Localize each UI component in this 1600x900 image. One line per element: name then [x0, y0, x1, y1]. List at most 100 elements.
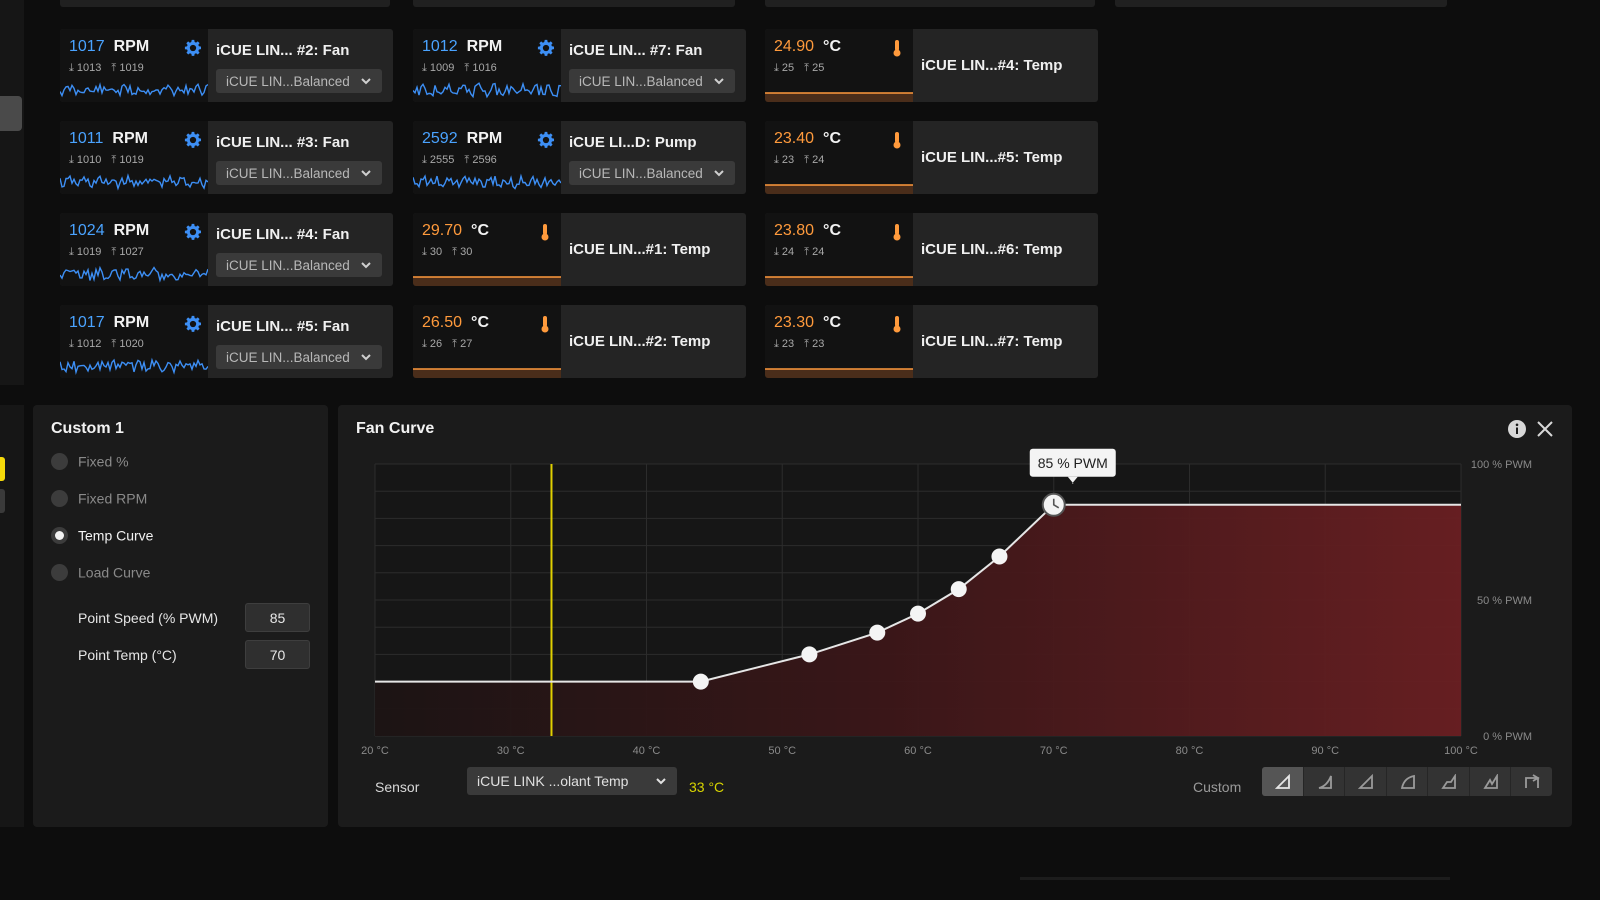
- temp-tile[interactable]: 29.70 °C ⤓ 30 ⤒ 30 iCUE LIN...#1: Temp: [413, 213, 746, 286]
- curve-point[interactable]: [692, 673, 709, 690]
- temp-tile[interactable]: 26.50 °C ⤓ 26 ⤒ 27 iCUE LIN...#2: Temp: [413, 305, 746, 378]
- min-value: ⤓ 26: [422, 338, 443, 350]
- preset-dropdown-value: iCUE LIN...Balanced: [226, 74, 350, 89]
- preset-fixed-button[interactable]: [1511, 767, 1552, 796]
- gear-icon[interactable]: [184, 39, 202, 57]
- sensor-dropdown[interactable]: iCUE LINK ...olant Temp: [467, 767, 677, 795]
- device-name: iCUE LIN...#7: Temp: [921, 333, 1063, 350]
- curve-point[interactable]: [869, 624, 886, 641]
- temp-tile[interactable]: 23.40 °C ⤓ 23 ⤒ 24 iCUE LIN...#5: Temp: [765, 121, 1098, 194]
- preset-dropdown[interactable]: iCUE LIN...Balanced: [216, 161, 382, 185]
- rpm-meter: 1024 RPM ⤓ 1019 ⤒ 1027: [60, 213, 208, 286]
- close-icon[interactable]: [1535, 419, 1555, 439]
- temp-tile[interactable]: 24.90 °C ⤓ 25 ⤒ 25 iCUE LIN...#4: Temp: [765, 29, 1098, 102]
- chevron-down-icon: [361, 170, 371, 177]
- gear-icon[interactable]: [184, 315, 202, 333]
- preset-dropdown-value: iCUE LIN...Balanced: [226, 350, 350, 365]
- temp-tile[interactable]: 23.80 °C ⤓ 24 ⤒ 24 iCUE LIN...#6: Temp: [765, 213, 1098, 286]
- device-name: iCUE LIN... #4: Fan: [216, 226, 350, 243]
- point-temp-input[interactable]: 70: [245, 640, 310, 669]
- chevron-down-icon: [714, 78, 724, 85]
- custom-preset-label: Custom: [1193, 779, 1242, 795]
- temp-meter: 24.90 °C ⤓ 25 ⤒ 25: [765, 29, 913, 102]
- min-value: ⤓ 1012: [69, 338, 102, 350]
- fan-tile[interactable]: 1012 RPM ⤓ 1009 ⤒ 1016 iCUE LIN... #7: Fan iC…: [413, 29, 746, 102]
- preset-quiet-button[interactable]: [1304, 767, 1346, 796]
- sensor-dropdown-value: iCUE LINK ...olant Temp: [477, 773, 629, 789]
- mode-label: Load Curve: [78, 564, 151, 581]
- radio-icon[interactable]: [51, 563, 68, 581]
- max-value: ⤒ 24: [804, 246, 825, 258]
- mode-temp-curve[interactable]: Temp Curve: [51, 526, 153, 544]
- gear-icon[interactable]: [184, 223, 202, 241]
- preset-custom-button[interactable]: [1262, 767, 1304, 796]
- gear-icon[interactable]: [184, 131, 202, 149]
- max-value: ⤒ 25: [804, 62, 825, 74]
- gear-icon[interactable]: [537, 39, 555, 57]
- preset-dropdown[interactable]: iCUE LIN...Balanced: [216, 345, 382, 369]
- preset-dropdown[interactable]: iCUE LIN...Balanced: [216, 69, 382, 93]
- radio-icon[interactable]: [51, 489, 68, 507]
- min-value: ⤓ 2555: [422, 154, 455, 166]
- fan-tile[interactable]: 2592 RPM ⤓ 2555 ⤒ 2596 iCUE LI...D: Pump iCUE…: [413, 121, 746, 194]
- curve-point[interactable]: [991, 548, 1008, 565]
- curve-point[interactable]: [801, 646, 818, 663]
- temp-meter: 23.80 °C ⤓ 24 ⤒ 24: [765, 213, 913, 286]
- point-speed-input[interactable]: 85: [245, 603, 310, 632]
- rpm-meter: 1012 RPM ⤓ 1009 ⤒ 1016: [413, 29, 561, 102]
- temp-sparkline: [765, 368, 913, 378]
- max-value: ⤒ 30: [452, 246, 473, 258]
- curve-preset-group: [1262, 767, 1552, 796]
- info-icon[interactable]: [1507, 419, 1527, 439]
- temp-unit: °C: [823, 222, 841, 239]
- temp-value: 29.70: [422, 222, 463, 239]
- mode-fixed-rpm[interactable]: Fixed RPM: [51, 489, 147, 507]
- preset-dropdown[interactable]: iCUE LIN...Balanced: [569, 161, 735, 185]
- mode-label: Fixed %: [78, 453, 129, 470]
- partial-tile-strip: [60, 0, 390, 7]
- temp-meter: 29.70 °C ⤓ 30 ⤒ 30: [413, 213, 561, 286]
- device-name: iCUE LIN...#4: Temp: [921, 57, 1063, 74]
- thermometer-icon: [891, 223, 903, 241]
- preset-dropdown[interactable]: iCUE LIN...Balanced: [216, 253, 382, 277]
- preset-zigzag-button[interactable]: [1470, 767, 1512, 796]
- radio-icon[interactable]: [51, 452, 68, 470]
- preset-balanced-button[interactable]: [1345, 767, 1387, 796]
- mode-fixed-percent[interactable]: Fixed %: [51, 452, 129, 470]
- fan-tile[interactable]: 1024 RPM ⤓ 1019 ⤒ 1027 iCUE LIN... #4: Fan iC…: [60, 213, 393, 286]
- fan-curve-chart[interactable]: 20 °C 30 °C 40 °C 50 °C 60 °C 70 °C 80 °C 90 °C…: [338, 405, 1572, 765]
- device-name: iCUE LIN...#2: Temp: [569, 333, 711, 350]
- preset-dropdown[interactable]: iCUE LIN...Balanced: [569, 69, 735, 93]
- preset-extreme-button[interactable]: [1387, 767, 1429, 796]
- temp-unit: °C: [823, 130, 841, 147]
- rpm-sparkline: [60, 265, 208, 283]
- mode-load-curve[interactable]: Load Curve: [51, 563, 150, 581]
- temp-tile[interactable]: 23.30 °C ⤓ 23 ⤒ 23 iCUE LIN...#7: Temp: [765, 305, 1098, 378]
- min-value: ⤓ 25: [774, 62, 795, 74]
- profile-marker[interactable]: [0, 489, 5, 513]
- rpm-value: 2592: [422, 130, 458, 147]
- fan-tile[interactable]: 1017 RPM ⤓ 1012 ⤒ 1020 iCUE LIN... #5: Fan iC…: [60, 305, 393, 378]
- rpm-unit: RPM: [466, 38, 503, 55]
- max-value: ⤒ 2596: [464, 154, 497, 166]
- curve-point[interactable]: [910, 605, 926, 622]
- fan-tile[interactable]: 1011 RPM ⤓ 1010 ⤒ 1019 iCUE LIN... #3: Fan iC…: [60, 121, 393, 194]
- temp-meter: 26.50 °C ⤓ 26 ⤒ 27: [413, 305, 561, 378]
- preset-step-button[interactable]: [1428, 767, 1470, 796]
- temp-unit: °C: [823, 38, 841, 55]
- radio-selected-icon[interactable]: [51, 526, 68, 544]
- active-profile-marker[interactable]: [0, 457, 5, 481]
- temp-meter: 23.30 °C ⤓ 23 ⤒ 23: [765, 305, 913, 378]
- fan-tile[interactable]: 1017 RPM ⤓ 1013 ⤒ 1019 iCUE LIN... #2: Fan iC…: [60, 29, 393, 102]
- chevron-down-icon: [361, 354, 371, 361]
- temp-value: 24.90: [774, 38, 815, 55]
- curve-point[interactable]: [950, 581, 967, 598]
- thermometer-icon: [891, 131, 903, 149]
- y-tick-label: 100 % PWM: [1471, 459, 1532, 471]
- curve-preset-icon: [1358, 774, 1374, 789]
- rpm-sparkline: [60, 357, 208, 375]
- rail-tab[interactable]: [0, 96, 22, 131]
- min-value: ⤓ 24: [774, 246, 795, 258]
- max-value: ⤒ 1020: [111, 338, 144, 350]
- gear-icon[interactable]: [537, 131, 555, 149]
